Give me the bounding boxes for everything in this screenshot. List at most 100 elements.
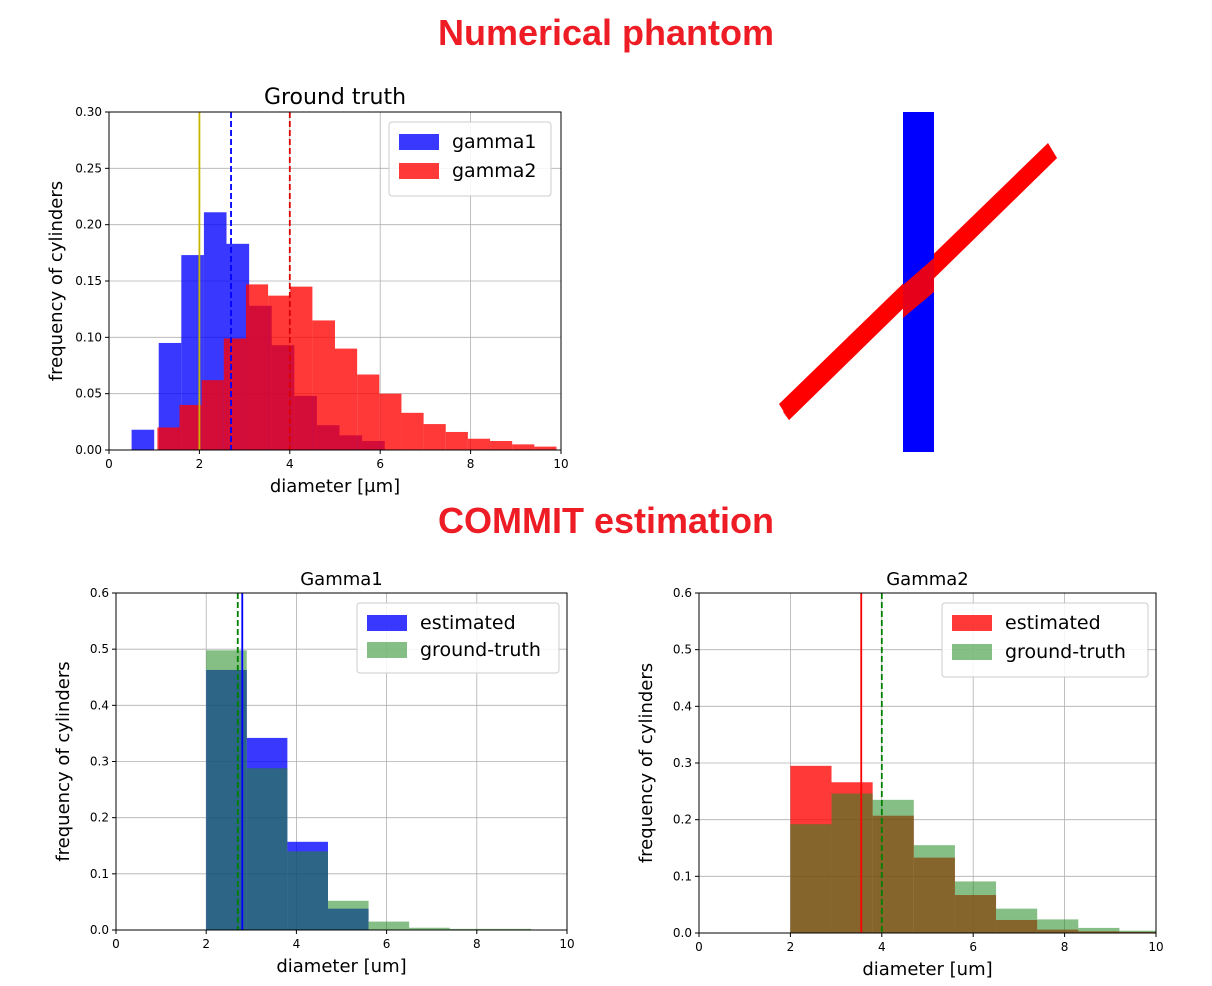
bar-ground-truth xyxy=(368,921,410,930)
series-ground-truth xyxy=(790,793,1156,933)
bar-ground-truth xyxy=(246,768,288,930)
bar-gamma2 xyxy=(290,286,313,450)
x-tick-label: 4 xyxy=(293,937,301,951)
y-tick-label: 0.20 xyxy=(75,218,102,232)
y-tick-label: 0.05 xyxy=(75,387,102,401)
x-tick-label: 6 xyxy=(383,937,391,951)
x-tick-label: 10 xyxy=(1148,940,1163,954)
bar-ground-truth xyxy=(287,851,328,930)
legend-label-gamma2: gamma2 xyxy=(452,160,536,182)
bar-ground-truth xyxy=(996,908,1038,933)
bar-gamma2 xyxy=(445,431,468,450)
bar-ground-truth xyxy=(206,650,247,930)
legend-swatch-ground-truth xyxy=(952,644,992,660)
bar-ground-truth xyxy=(1078,927,1120,933)
legend-swatch-gamma2 xyxy=(399,163,439,179)
legend-box xyxy=(356,602,560,674)
phantom-crossing-overlap xyxy=(903,258,934,318)
bar-ground-truth xyxy=(954,881,997,933)
series-gamma2 xyxy=(157,284,557,450)
y-tick-label: 0.15 xyxy=(75,274,102,288)
y-tick-label: 0.30 xyxy=(75,105,102,119)
bar-gamma2 xyxy=(179,404,202,450)
bar-gamma2 xyxy=(335,348,358,450)
legend: gamma1 gamma2 xyxy=(388,121,552,197)
legend-label-estimated: estimated xyxy=(420,612,516,634)
legend-swatch-estimated xyxy=(367,615,407,631)
bar-gamma2 xyxy=(245,284,269,450)
y-tick-label: 0.4 xyxy=(673,699,692,713)
y-tick-label: 0.6 xyxy=(90,586,109,600)
x-axis-label: diameter [um] xyxy=(276,956,406,977)
bar-gamma2 xyxy=(423,424,446,450)
x-tick-label: 2 xyxy=(196,457,204,471)
bar-gamma1 xyxy=(158,342,182,450)
x-tick-label: 8 xyxy=(473,937,481,951)
x-tick-label: 6 xyxy=(969,940,977,954)
chart-title: Gamma1 xyxy=(300,569,383,590)
chart-title: Ground truth xyxy=(264,85,406,110)
y-tick-label: 0.2 xyxy=(90,811,109,825)
y-axis-label: frequency of cylinders xyxy=(636,663,657,863)
bar-ground-truth xyxy=(790,824,832,933)
x-tick-label: 0 xyxy=(105,457,113,471)
legend-box xyxy=(941,602,1149,678)
x-tick-label: 2 xyxy=(202,937,210,951)
bar-ground-truth xyxy=(449,928,491,930)
legend-label-gamma1: gamma1 xyxy=(452,131,536,153)
y-tick-label: 0.1 xyxy=(673,869,692,883)
y-tick-label: 0.0 xyxy=(673,926,692,940)
bar-ground-truth xyxy=(327,900,369,930)
bar-gamma2 xyxy=(490,440,513,450)
bar-ground-truth xyxy=(913,845,955,933)
numerical-phantom-heading: Numerical phantom xyxy=(437,12,775,53)
x-tick-label: 4 xyxy=(286,457,294,471)
y-axis-label: frequency of cylinders xyxy=(53,661,74,861)
bar-gamma1 xyxy=(181,255,204,450)
bar-ground-truth xyxy=(490,928,531,930)
y-tick-label: 0.3 xyxy=(90,755,109,769)
y-axis-label: frequency of cylinders xyxy=(46,181,67,381)
y-tick-label: 0.10 xyxy=(75,330,102,344)
bar-gamma2 xyxy=(512,444,535,450)
legend-label-ground-truth: ground-truth xyxy=(1005,641,1126,663)
bar-ground-truth xyxy=(409,927,450,930)
y-tick-label: 0.6 xyxy=(673,586,692,600)
x-tick-label: 10 xyxy=(553,457,568,471)
legend-label-estimated: estimated xyxy=(1005,612,1101,634)
x-tick-label: 0 xyxy=(695,940,703,954)
y-tick-label: 0.5 xyxy=(673,643,692,657)
y-tick-label: 0.1 xyxy=(90,867,109,881)
y-tick-label: 0.5 xyxy=(90,642,109,656)
bar-gamma2 xyxy=(223,338,246,450)
series-ground-truth xyxy=(206,650,531,930)
bar-gamma2 xyxy=(379,393,402,450)
legend-swatch-gamma1 xyxy=(399,134,439,150)
bar-gamma2 xyxy=(534,446,557,450)
x-tick-label: 6 xyxy=(376,457,384,471)
chart-title: Gamma2 xyxy=(886,569,969,590)
y-tick-label: 0.00 xyxy=(75,443,102,457)
bar-ground-truth xyxy=(1037,919,1079,933)
bar-gamma1 xyxy=(131,429,155,450)
bar-gamma2 xyxy=(312,320,335,450)
y-tick-label: 0.25 xyxy=(75,161,102,175)
bar-ground-truth xyxy=(872,799,914,933)
bar-gamma2 xyxy=(357,374,380,450)
bar-ground-truth xyxy=(1119,930,1156,933)
x-tick-label: 4 xyxy=(878,940,886,954)
legend-swatch-estimated xyxy=(952,615,992,631)
x-tick-label: 10 xyxy=(559,937,574,951)
y-tick-label: 0.2 xyxy=(673,813,692,827)
legend-label-ground-truth: ground-truth xyxy=(420,639,541,661)
bar-gamma2 xyxy=(201,380,224,450)
bar-gamma2 xyxy=(157,427,180,450)
x-tick-label: 8 xyxy=(467,457,475,471)
legend-swatch-ground-truth xyxy=(367,642,407,658)
legend: estimated ground-truth xyxy=(941,602,1149,678)
bar-gamma2 xyxy=(467,438,491,450)
x-axis-label: diameter [μm] xyxy=(270,476,400,497)
